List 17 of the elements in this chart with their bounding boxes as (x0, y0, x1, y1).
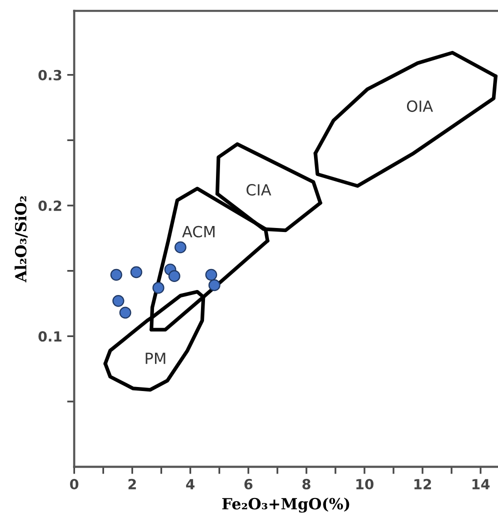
annotation: OIA (406, 100, 433, 112)
x-tick-label: 6 (244, 478, 252, 490)
x-tick-label: 8 (302, 478, 310, 490)
annotation: PM (146, 352, 166, 364)
y-tick-label: 0.2 (38, 200, 62, 212)
annotation: ACM (182, 226, 215, 238)
x-tick-label: 14 (472, 479, 490, 490)
y-tick-label: 0.1 (38, 331, 62, 342)
x-tick-label: 2 (128, 478, 136, 490)
x-tick-label: 10 (356, 478, 374, 490)
x-axis-title: Fe₂O₃+MgO(%) (222, 498, 350, 513)
x-tick-label: 0 (70, 478, 78, 490)
y-axis-title: Al₂O₃/SiO₂ (14, 196, 28, 282)
x-tick-label: 4 (186, 479, 195, 490)
x-tick-label: 12 (414, 478, 431, 490)
annotation: CIA (246, 184, 272, 196)
y-tick-label: 0.3 (38, 70, 62, 80)
